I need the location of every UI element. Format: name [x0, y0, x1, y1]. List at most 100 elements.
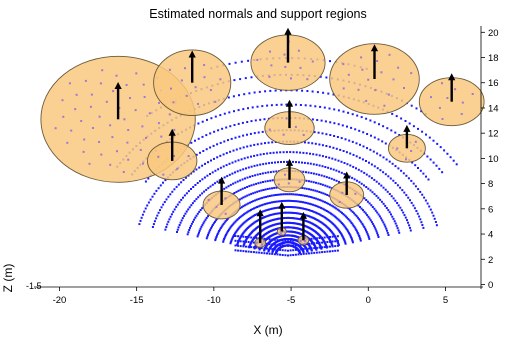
- scan-point: [293, 212, 296, 214]
- scan-point: [249, 144, 252, 147]
- scan-point: [274, 194, 277, 196]
- scan-point: [240, 206, 243, 209]
- scan-point: [318, 241, 321, 244]
- sample-point: [176, 167, 179, 170]
- scan-point: [271, 238, 274, 241]
- scan-point: [273, 213, 275, 216]
- scan-point: [255, 213, 258, 216]
- scan-point: [393, 220, 396, 223]
- sample-point: [134, 109, 137, 112]
- scan-point: [312, 172, 315, 175]
- scan-point: [232, 95, 235, 98]
- scan-point: [195, 168, 198, 171]
- scan-point: [322, 208, 325, 211]
- scan-point: [271, 219, 274, 222]
- scan-point: [362, 224, 365, 227]
- scan-point: [325, 145, 328, 147]
- scan-point: [242, 245, 245, 248]
- scan-point: [298, 200, 301, 203]
- sample-point: [68, 82, 71, 85]
- scan-point: [138, 223, 141, 226]
- sample-point: [357, 88, 360, 91]
- scan-point: [225, 164, 228, 167]
- scan-point: [236, 170, 239, 173]
- scan-point: [343, 240, 346, 243]
- scan-point: [262, 216, 265, 219]
- scan-point: [242, 134, 245, 137]
- scan-point: [426, 202, 429, 205]
- scan-point: [201, 135, 204, 138]
- scan-point: [380, 184, 383, 187]
- scan-point: [343, 239, 346, 242]
- scan-point: [377, 236, 380, 238]
- scan-point: [269, 152, 272, 155]
- scan-point: [387, 175, 390, 178]
- scan-point: [328, 156, 331, 159]
- scan-point: [345, 151, 348, 154]
- scan-point: [222, 153, 225, 156]
- scan-point: [404, 120, 407, 122]
- scan-point: [275, 186, 278, 189]
- x-tick-label: -10: [207, 295, 221, 306]
- scan-point: [336, 249, 339, 252]
- scan-point: [261, 217, 264, 219]
- scan-point: [243, 157, 246, 160]
- scan-point: [210, 117, 213, 120]
- scan-point: [244, 195, 247, 198]
- scan-point: [265, 209, 268, 212]
- scan-point: [290, 193, 293, 196]
- scan-point: [219, 114, 222, 117]
- scan-point: [207, 161, 209, 164]
- scan-point: [326, 245, 329, 248]
- sample-point: [410, 150, 413, 152]
- scan-point: [155, 189, 158, 192]
- scan-point: [353, 178, 356, 181]
- scan-point: [318, 220, 321, 223]
- scan-point: [384, 142, 387, 145]
- scan-point: [206, 174, 209, 177]
- scan-point: [337, 123, 340, 126]
- scan-point: [226, 175, 229, 178]
- scan-point: [262, 210, 265, 213]
- scan-point: [362, 145, 365, 148]
- scan-point: [250, 246, 253, 249]
- scan-point: [312, 153, 315, 156]
- scan-point: [239, 245, 242, 248]
- scan-point: [337, 242, 340, 244]
- scan-point: [279, 89, 282, 92]
- scan-point: [425, 175, 427, 178]
- scan-point: [245, 240, 247, 243]
- scan-point: [233, 79, 236, 82]
- scan-point: [223, 140, 226, 143]
- scan-point: [294, 212, 297, 215]
- scan-point: [321, 155, 324, 158]
- scan-point: [318, 173, 321, 176]
- scan-point: [355, 167, 357, 170]
- scan-point: [315, 246, 318, 249]
- scan-point: [204, 218, 207, 221]
- normal-arrowhead: [285, 158, 294, 166]
- scan-point: [206, 118, 208, 121]
- scan-point: [240, 60, 243, 63]
- scan-point: [260, 210, 263, 213]
- scan-point: [307, 141, 310, 144]
- scan-point: [202, 222, 205, 225]
- normal-arrowhead: [299, 211, 307, 219]
- scan-point: [237, 244, 240, 247]
- sample-point: [387, 93, 390, 96]
- scan-point: [292, 249, 295, 252]
- scan-point: [193, 218, 196, 221]
- scan-point: [239, 188, 242, 191]
- scan-point: [266, 242, 268, 245]
- scan-point: [197, 122, 200, 125]
- sample-point: [109, 163, 112, 166]
- scan-point: [239, 235, 242, 238]
- scan-point: [288, 206, 290, 208]
- scan-point: [342, 150, 345, 152]
- scan-point: [246, 133, 248, 136]
- scan-point: [223, 176, 226, 179]
- scan-point: [424, 199, 427, 202]
- scan-point: [386, 190, 389, 193]
- scan-point: [389, 177, 392, 180]
- scan-point: [379, 169, 382, 172]
